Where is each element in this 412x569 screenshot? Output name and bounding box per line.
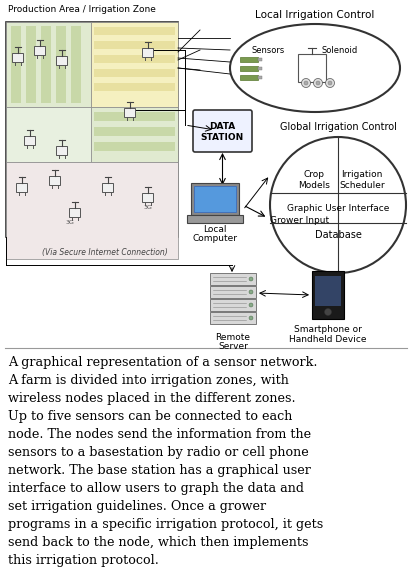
Bar [94, 112, 175, 121]
Bar [91, 107, 178, 162]
Bar [16, 183, 28, 192]
Circle shape [249, 277, 253, 281]
Bar [12, 52, 23, 61]
Text: Computer: Computer [192, 233, 237, 242]
Bar [6, 22, 91, 107]
Bar [240, 66, 258, 71]
Text: Server: Server [218, 341, 248, 351]
Text: STATION: STATION [201, 133, 244, 142]
Bar [103, 183, 113, 192]
Bar [210, 312, 256, 324]
Bar [94, 83, 175, 91]
Bar [240, 57, 258, 62]
Text: Irrigation
Scheduler: Irrigation Scheduler [339, 170, 385, 189]
Bar [24, 135, 35, 145]
Bar [56, 146, 68, 155]
Bar [56, 56, 68, 64]
Text: DATA: DATA [209, 122, 236, 130]
Bar [194, 186, 236, 212]
Bar [91, 22, 178, 107]
Bar [210, 273, 256, 285]
Bar [6, 22, 178, 237]
Text: Remote: Remote [215, 332, 250, 341]
Bar [70, 208, 80, 216]
Bar [11, 26, 21, 103]
Circle shape [249, 290, 253, 294]
Bar [94, 41, 175, 49]
Text: Database: Database [315, 230, 361, 240]
Bar [258, 58, 262, 61]
Text: Grower Input: Grower Input [270, 216, 329, 225]
Circle shape [325, 79, 335, 88]
Circle shape [328, 81, 332, 85]
Text: Global Irrigation Control: Global Irrigation Control [280, 122, 396, 132]
Circle shape [249, 316, 253, 320]
Bar [210, 286, 256, 298]
Bar [56, 26, 66, 103]
Bar [298, 54, 326, 82]
Text: Production Area / Irrigation Zone: Production Area / Irrigation Zone [8, 5, 156, 14]
Bar [315, 276, 341, 306]
Bar [94, 142, 175, 151]
Text: Smartphone or: Smartphone or [294, 324, 362, 333]
Bar [71, 26, 81, 103]
Text: 3G: 3G [143, 204, 152, 209]
Bar [312, 271, 344, 319]
Bar [6, 162, 178, 259]
Text: A graphical representation of a sensor network.
A farm is divided into irrigatio: A graphical representation of a sensor n… [8, 356, 323, 567]
Ellipse shape [230, 24, 400, 112]
Bar [124, 108, 136, 117]
Bar [94, 127, 175, 136]
Text: Crop
Models: Crop Models [298, 170, 330, 189]
Bar [35, 46, 45, 55]
Bar [143, 192, 154, 201]
Text: 3G: 3G [66, 220, 75, 225]
Circle shape [302, 79, 311, 88]
Text: Local: Local [203, 225, 227, 233]
Bar [49, 175, 61, 184]
Bar [6, 107, 91, 162]
Circle shape [249, 303, 253, 307]
Bar [143, 47, 154, 56]
Text: Handheld Device: Handheld Device [289, 335, 367, 344]
Bar [94, 55, 175, 63]
Bar [240, 75, 258, 80]
Bar [191, 183, 239, 215]
Bar [94, 69, 175, 77]
Text: Local Irrigation Control: Local Irrigation Control [255, 10, 375, 20]
Text: Sensors: Sensors [251, 46, 285, 55]
FancyBboxPatch shape [193, 110, 252, 152]
Circle shape [314, 79, 323, 88]
Circle shape [316, 81, 320, 85]
Circle shape [325, 308, 332, 315]
Text: (Via Secure Internet Connection): (Via Secure Internet Connection) [42, 248, 168, 257]
Bar [258, 76, 262, 79]
Bar [187, 215, 243, 223]
Text: Graphic User Interface: Graphic User Interface [287, 204, 389, 212]
Circle shape [304, 81, 308, 85]
Bar [26, 26, 36, 103]
Bar [210, 299, 256, 311]
Text: Solenoid: Solenoid [322, 46, 358, 55]
Bar [258, 67, 262, 70]
Ellipse shape [270, 137, 406, 273]
Bar [41, 26, 51, 103]
Bar [94, 27, 175, 35]
